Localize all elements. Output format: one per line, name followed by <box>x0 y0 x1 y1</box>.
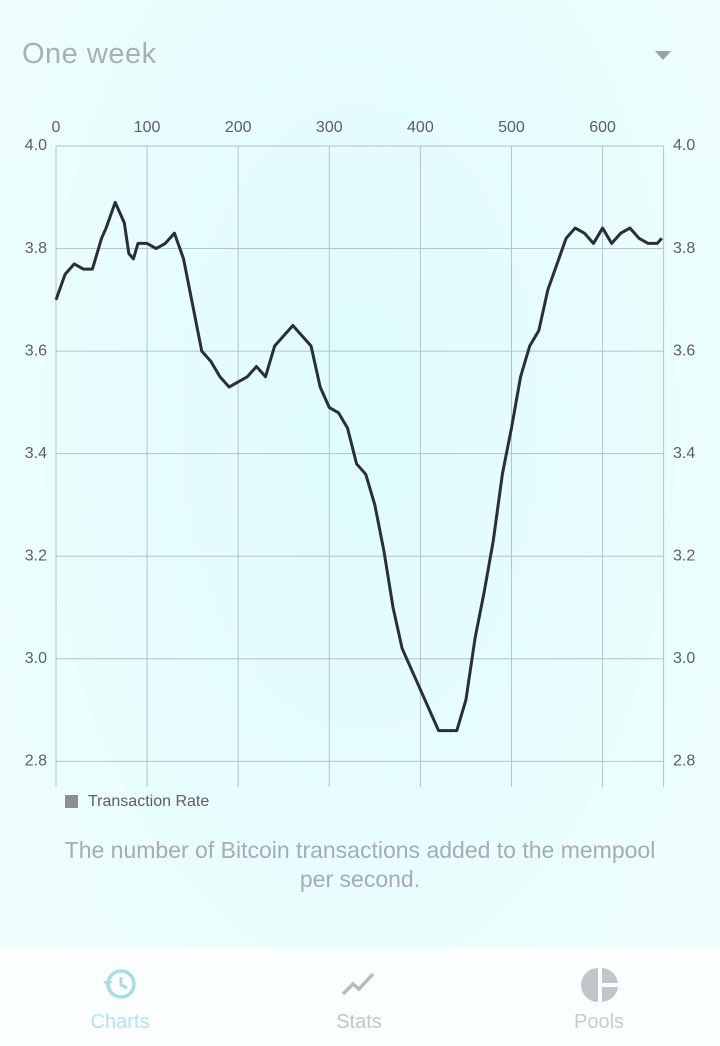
chart: Transaction Rate 0 100 200 300 400 500 600 2.8 2… <box>25 119 696 810</box>
y2-tick-label: 3.2 <box>673 547 695 564</box>
y-tick-label: 3.0 <box>25 650 47 667</box>
y-tick-label: 2.8 <box>25 753 47 770</box>
y2-tick-label: 3.0 <box>673 650 695 667</box>
x-tick-label: 500 <box>498 119 525 136</box>
x-tick-label: 600 <box>589 119 616 136</box>
y2-tick-label: 3.4 <box>673 445 695 462</box>
y2-tick-label: 3.8 <box>673 240 695 257</box>
nav-stats[interactable]: Stats <box>279 948 439 1046</box>
charts-icon <box>103 969 136 999</box>
x-tick-label: 100 <box>134 119 161 136</box>
y2-tick-label: 3.6 <box>673 342 695 359</box>
data-line <box>54 200 663 733</box>
x-tick-label: 0 <box>52 119 61 136</box>
y-tick-label: 3.2 <box>25 547 47 564</box>
nav-label: Charts <box>90 1011 150 1033</box>
y-tick-label: 3.4 <box>25 445 47 462</box>
y2-tick-label: 4.0 <box>673 137 695 154</box>
legend-label: Transaction Rate <box>88 793 209 810</box>
y2-tick-label: 2.8 <box>673 753 695 770</box>
x-tick-label: 200 <box>225 119 252 136</box>
legend-swatch <box>65 795 78 808</box>
x-tick-label: 300 <box>316 119 343 136</box>
y-tick-label: 3.6 <box>25 342 47 359</box>
x-tick-label: 400 <box>407 119 434 136</box>
nav-charts[interactable]: Charts <box>40 948 200 1046</box>
period-dropdown[interactable]: One week <box>22 38 157 70</box>
chart-caption: The number of Bitcoin transactions added… <box>64 837 656 892</box>
dropdown-caret[interactable] <box>655 51 671 60</box>
y-tick-label: 4.0 <box>25 137 47 154</box>
nav-pools[interactable]: Pools <box>519 948 679 1046</box>
pools-icon <box>581 968 618 1002</box>
stats-icon <box>341 972 375 996</box>
nav-label: Pools <box>573 1011 625 1033</box>
bottom-nav: Charts Stats Pools <box>0 948 720 1046</box>
nav-label: Stats <box>336 1011 382 1033</box>
y-tick-label: 3.8 <box>25 240 47 257</box>
